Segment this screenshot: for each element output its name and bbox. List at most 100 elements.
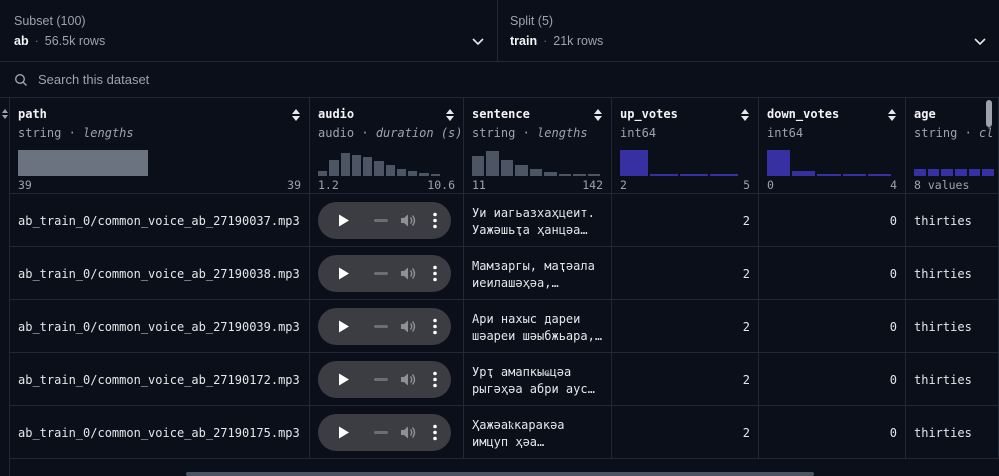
histogram-bar (351, 154, 362, 176)
more-options-icon[interactable] (432, 265, 438, 282)
volume-icon[interactable] (400, 372, 416, 387)
volume-icon[interactable] (400, 213, 416, 228)
audio-seek-bar[interactable] (374, 272, 388, 275)
histogram-bar (650, 173, 678, 176)
cell-up-votes[interactable]: 2 (612, 247, 759, 300)
cell-path[interactable]: ab_train_0/common_voice_ab_27190037.mp3 (10, 194, 310, 247)
search-icon (14, 73, 27, 86)
sort-icon[interactable] (887, 108, 897, 122)
histogram-bar (573, 174, 586, 176)
table-row[interactable]: ab_train_0/common_voice_ab_27190172.mp3 У… (0, 353, 999, 406)
audio-player[interactable] (318, 255, 451, 292)
cell-up-votes[interactable]: 2 (612, 353, 759, 406)
play-icon[interactable] (338, 320, 350, 333)
audio-seek-bar[interactable] (374, 378, 388, 381)
audio-player[interactable] (318, 414, 451, 451)
cell-sentence[interactable]: Мамзаргы, маҭәала иеилашәҳәа,… (464, 247, 612, 300)
table-row[interactable]: ab_train_0/common_voice_ab_27190175.mp3 Ҳ… (0, 406, 999, 459)
more-options-icon[interactable] (432, 212, 438, 229)
config-selectors: Subset (100) ab · 56.5k rows Split (5) tra… (0, 0, 999, 62)
column-histogram[interactable] (472, 148, 600, 176)
cell-path[interactable]: ab_train_0/common_voice_ab_27190175.mp3 (10, 406, 310, 459)
cell-up-votes[interactable]: 2 (612, 194, 759, 247)
column-histogram[interactable] (318, 148, 440, 176)
cell-sentence[interactable]: Урҭ амапкыҩцәа рыгәҳәа абри аус… (464, 353, 612, 406)
vertical-scrollbar[interactable] (986, 100, 992, 127)
column-header-up_votes[interactable]: up_votes int64 2 5 (612, 98, 759, 194)
audio-seek-bar[interactable] (374, 219, 388, 222)
column-header-sentence[interactable]: sentence string · lengths 11 142 (464, 98, 612, 194)
sort-icon[interactable] (740, 108, 750, 122)
volume-icon[interactable] (400, 425, 416, 440)
audio-seek-bar[interactable] (374, 431, 388, 434)
cell-down-votes[interactable]: 0 (759, 353, 906, 406)
range-max: 10.6 (427, 178, 455, 192)
table-row[interactable]: ab_train_0/common_voice_ab_27190037.mp3 У… (0, 194, 999, 247)
histogram-bar (515, 165, 528, 176)
column-header-audio[interactable]: audio audio · duration (s) 1.2 10.6 (310, 98, 464, 194)
volume-icon[interactable] (400, 266, 416, 281)
column-header-path[interactable]: path string · lengths 39 39 (10, 98, 310, 194)
cell-age[interactable]: thirties (906, 353, 999, 406)
range-min: 0 (767, 178, 774, 192)
cell-down-votes[interactable]: 0 (759, 406, 906, 459)
search-input[interactable] (38, 72, 438, 87)
column-histogram[interactable] (767, 148, 891, 176)
column-type: int64 (767, 126, 897, 140)
audio-player[interactable] (318, 202, 451, 239)
cell-age[interactable]: thirties (906, 300, 999, 353)
more-options-icon[interactable] (432, 371, 438, 388)
sort-icon[interactable] (445, 108, 455, 122)
play-icon[interactable] (338, 267, 350, 280)
split-rows: 21k rows (553, 34, 604, 48)
audio-player[interactable] (318, 361, 451, 398)
histogram-bar (587, 174, 600, 176)
split-selector[interactable]: Split (5) train · 21k rows (498, 0, 999, 62)
cell-down-votes[interactable]: 0 (759, 247, 906, 300)
histogram-bar (18, 150, 148, 176)
cell-up-votes[interactable]: 2 (612, 406, 759, 459)
play-icon[interactable] (338, 426, 350, 439)
cell-sentence[interactable]: Ари нахыс дареи шәареи шәыбжьара,… (464, 300, 612, 353)
column-header-down_votes[interactable]: down_votes int64 0 4 (759, 98, 906, 194)
sort-icon[interactable] (291, 108, 301, 122)
column-name: down_votes (767, 107, 840, 121)
audio-seek-bar[interactable] (374, 325, 388, 328)
subset-selector[interactable]: Subset (100) ab · 56.5k rows (0, 0, 498, 62)
sort-icon[interactable] (593, 108, 603, 122)
histogram-bar (529, 169, 543, 176)
table-row[interactable]: ab_train_0/common_voice_ab_27190039.mp3 А… (0, 300, 999, 353)
range-max: 142 (582, 178, 603, 192)
horizontal-scrollbar[interactable] (186, 472, 814, 476)
cell-down-votes[interactable]: 0 (759, 194, 906, 247)
cell-down-votes[interactable]: 0 (759, 300, 906, 353)
column-header-age[interactable]: age string · cl 8 values (906, 98, 999, 194)
type-separator: · (957, 126, 980, 140)
table-row[interactable]: ab_train_0/common_voice_ab_27190038.mp3 М… (0, 247, 999, 300)
cell-sentence[interactable]: Уи иагьазхаҳцеит. Уажәшьҭа ҳанцәа… (464, 194, 612, 247)
column-type-name: string (472, 126, 516, 140)
histogram-bar (914, 168, 926, 176)
column-histogram[interactable] (18, 148, 148, 176)
column-histogram[interactable] (620, 148, 738, 176)
play-icon[interactable] (338, 373, 350, 386)
audio-player[interactable] (318, 308, 451, 345)
cell-path[interactable]: ab_train_0/common_voice_ab_27190039.mp3 (10, 300, 310, 353)
more-options-icon[interactable] (432, 424, 438, 441)
sentence-line: Уи иагьазхаҳцеит. (472, 206, 595, 220)
cell-path[interactable]: ab_train_0/common_voice_ab_27190172.mp3 (10, 353, 310, 406)
cell-age[interactable]: thirties (906, 406, 999, 459)
cell-sentence[interactable]: Ҳажәаҟкаракәа имцуп ҳәа… (464, 406, 612, 459)
volume-icon[interactable] (400, 319, 416, 334)
cell-age[interactable]: thirties (906, 247, 999, 300)
chevron-down-icon (974, 38, 986, 46)
more-options-icon[interactable] (432, 318, 438, 335)
column-name: audio (318, 107, 355, 121)
cell-path[interactable]: ab_train_0/common_voice_ab_27190038.mp3 (10, 247, 310, 300)
cell-up-votes[interactable]: 2 (612, 300, 759, 353)
column-histogram[interactable] (914, 148, 994, 176)
column-stat-kind: lengths (83, 126, 134, 140)
play-icon[interactable] (338, 214, 350, 227)
cell-age[interactable]: thirties (906, 194, 999, 247)
sort-icon (2, 109, 8, 119)
